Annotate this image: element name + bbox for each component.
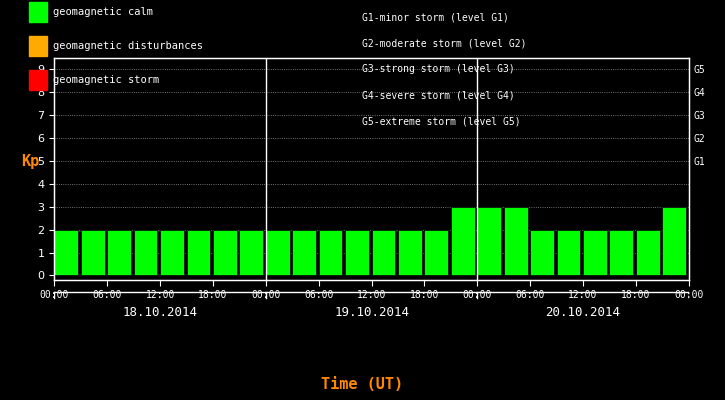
Bar [451,207,475,276]
Bar [292,230,316,276]
Text: geomagnetic disturbances: geomagnetic disturbances [53,41,203,51]
Bar [583,230,607,276]
Text: 20.10.2014: 20.10.2014 [545,306,621,318]
Bar [530,230,554,276]
Bar [477,207,501,276]
Text: G1-minor storm (level G1): G1-minor storm (level G1) [362,12,510,22]
Text: G4-severe storm (level G4): G4-severe storm (level G4) [362,90,515,100]
Bar [239,230,263,276]
Bar [319,230,342,276]
Text: Time (UT): Time (UT) [321,377,404,392]
Bar [610,230,633,276]
Bar [186,230,210,276]
Bar [160,230,184,276]
Text: G5-extreme storm (level G5): G5-extreme storm (level G5) [362,116,521,126]
Bar [663,207,686,276]
Y-axis label: Kp: Kp [22,154,40,169]
Text: 18.10.2014: 18.10.2014 [123,306,198,318]
Bar [398,230,422,276]
Text: geomagnetic calm: geomagnetic calm [53,7,153,17]
Bar [80,230,104,276]
Text: G2-moderate storm (level G2): G2-moderate storm (level G2) [362,38,527,48]
Bar [557,230,581,276]
Bar [424,230,448,276]
Text: 19.10.2014: 19.10.2014 [334,306,409,318]
Bar [345,230,369,276]
Bar [54,230,78,276]
Bar [133,230,157,276]
Bar [504,207,528,276]
Bar [371,230,395,276]
Bar [107,230,131,276]
Bar [213,230,237,276]
Bar [266,230,289,276]
Text: geomagnetic storm: geomagnetic storm [53,75,160,85]
Text: G3-strong storm (level G3): G3-strong storm (level G3) [362,64,515,74]
Bar [636,230,660,276]
